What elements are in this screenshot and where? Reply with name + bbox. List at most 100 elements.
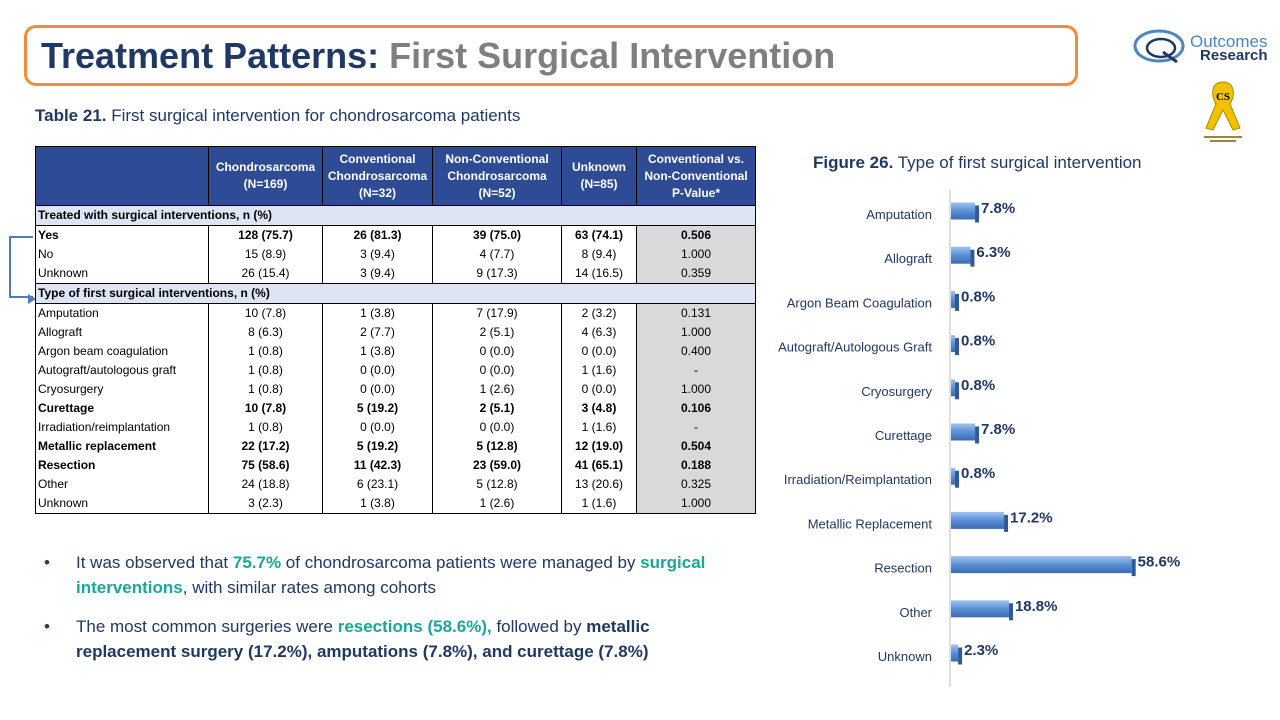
ribbon-logo-icon: CS (1202, 81, 1244, 144)
chart-value-label: 2.3% (964, 642, 998, 659)
table-row: Other 24 (18.8) 6 (23.1) 5 (12.8) 13 (20.6) 0… (35, 475, 756, 494)
p-value-cell: 0.504 (636, 437, 756, 456)
chart-bar-shadow (1004, 514, 1009, 532)
chart-value-label: 6.3% (976, 244, 1010, 261)
chart-value-label: 0.8% (961, 333, 995, 350)
table-cell: 0 (0.0) (561, 380, 637, 399)
column-header-line: Non-Conventional (644, 168, 748, 183)
figure-caption-label: Figure 26. (813, 153, 894, 172)
bullet-item: • The most common surgeries were resectio… (44, 614, 734, 664)
table-cell: 4 (6.3) (561, 323, 637, 342)
section-row: Type of first surgical interventions, n … (35, 283, 756, 304)
figure-caption-text: Type of first surgical intervention (893, 153, 1142, 172)
row-label: Yes (35, 225, 209, 245)
table-row: Metallic replacement 22 (17.2) 5 (19.2) 5 (… (35, 437, 756, 456)
table-cell: 3 (9.4) (322, 264, 433, 284)
title-sub: First Surgical Intervention (389, 35, 836, 76)
bullet-text-segment: The most common surgeries were (76, 617, 338, 636)
logo-text-research: Research (1200, 47, 1268, 64)
table-cell: 5 (12.8) (432, 475, 562, 494)
chart-bar (951, 290, 955, 308)
row-label: Resection (35, 456, 209, 475)
table-caption-text: First surgical intervention for chondros… (106, 106, 521, 125)
chart-bar-shadow (955, 338, 959, 356)
chart-category-label: Unknown (878, 649, 932, 664)
table-cell: 12 (19.0) (561, 437, 637, 456)
table-cell: 0 (0.0) (322, 380, 433, 399)
row-label: Metallic replacement (35, 437, 209, 456)
table-cell: 8 (6.3) (208, 323, 323, 342)
table-cell: 41 (65.1) (561, 456, 637, 475)
p-value-cell: 0.400 (636, 342, 756, 361)
row-label: Unknown (35, 264, 209, 284)
table-cell: 0 (0.0) (432, 342, 562, 361)
chart-category-label: Curettage (875, 428, 932, 443)
chart-bar (951, 511, 1005, 529)
chart-value-label: 58.6% (1138, 554, 1181, 571)
table-cell: 1 (2.6) (432, 494, 562, 514)
table-cell: 24 (18.8) (208, 475, 323, 494)
row-label: Argon beam coagulation (35, 342, 209, 361)
title-box: Treatment Patterns: First Surgical Inter… (24, 25, 1078, 86)
table-row: Yes 128 (75.7) 26 (81.3) 39 (75.0) 63 (74.1)… (35, 225, 756, 245)
column-header: Chondrosarcoma (N=169) (208, 146, 323, 206)
chart-category-label: Resection (874, 561, 932, 576)
chart-value-label: 7.8% (981, 200, 1015, 217)
row-label: Allograft (35, 323, 209, 342)
bracket-connector (9, 236, 33, 298)
table-row: Autograft/autologous graft 1 (0.8) 0 (0.0)… (35, 361, 756, 380)
column-header-line: (N=32) (358, 185, 396, 200)
chart-bar (951, 600, 1009, 618)
bullet-dot-icon: • (44, 617, 50, 636)
ribbon-letters: CS (1216, 91, 1230, 103)
p-value-cell: - (636, 418, 756, 437)
p-value-cell: - (636, 361, 756, 380)
chart-bar-shadow (970, 249, 975, 267)
table-cell: 26 (81.3) (322, 225, 433, 245)
outcomes-logo-icon (1133, 29, 1185, 64)
bullet-text-segment: 75.7% (232, 553, 282, 572)
figure-caption: Figure 26. Type of first surgical interv… (813, 153, 1142, 173)
column-header: Conventional Chondrosarcoma (N=32) (322, 146, 433, 206)
table-cell: 6 (23.1) (322, 475, 433, 494)
table-cell: 1 (0.8) (208, 380, 323, 399)
chart-bar-shadow (1008, 603, 1013, 621)
bullet-text-segment: resections (58.6%), (337, 617, 492, 636)
p-value-cell: 1.000 (636, 494, 756, 514)
chart-value-label: 7.8% (981, 421, 1015, 438)
row-label: Irradiation/reimplantation (35, 418, 209, 437)
chart-value-label: 0.8% (961, 465, 995, 482)
column-header-line: (N=52) (478, 185, 516, 200)
column-header-line: Chondrosarcoma (447, 168, 547, 183)
table-header-row: Chondrosarcoma (N=169) Conventional Chondro… (35, 146, 756, 206)
table-cell: 13 (20.6) (561, 475, 637, 494)
section-title: Treated with surgical interventions, n (… (35, 205, 756, 226)
p-value-cell: 1.000 (636, 323, 756, 342)
chart-category-label: Allograft (884, 251, 932, 266)
table-cell: 1 (1.6) (561, 361, 637, 380)
title-main: Treatment Patterns: (41, 35, 380, 76)
table-cell: 10 (7.8) (208, 399, 323, 418)
table-cell: 15 (8.9) (208, 245, 323, 264)
table-row: Irradiation/reimplantation 1 (0.8) 0 (0.0)… (35, 418, 756, 437)
table-cell: 23 (59.0) (432, 456, 562, 475)
p-value-cell: 0.506 (636, 225, 756, 245)
chart-category-label: Other (899, 605, 932, 620)
table-cell: 7 (17.9) (432, 303, 562, 323)
table-cell: 1 (2.6) (432, 380, 562, 399)
table-row: Amputation 10 (7.8) 1 (3.8) 7 (17.9) 2 (3.2)… (35, 303, 756, 323)
chart-bar (951, 423, 976, 441)
column-header (35, 146, 209, 206)
table-cell: 3 (9.4) (322, 245, 433, 264)
row-label: No (35, 245, 209, 264)
table-cell: 1 (3.8) (322, 342, 433, 361)
table-cell: 1 (0.8) (208, 418, 323, 437)
arrow-right-icon (28, 294, 36, 304)
bullet-text-segment: of chondrosarcoma patients were managed … (281, 553, 641, 572)
column-header: Conventional vs. Non-Conventional P-Value* (636, 146, 756, 206)
bullet-text-segment: metallic replacement surgery (17.2%), am… (76, 617, 650, 661)
chart-bar (951, 379, 955, 397)
table-cell: 14 (16.5) (561, 264, 637, 284)
table-cell: 0 (0.0) (561, 342, 637, 361)
chart-category-label: Cryosurgery (861, 384, 932, 399)
